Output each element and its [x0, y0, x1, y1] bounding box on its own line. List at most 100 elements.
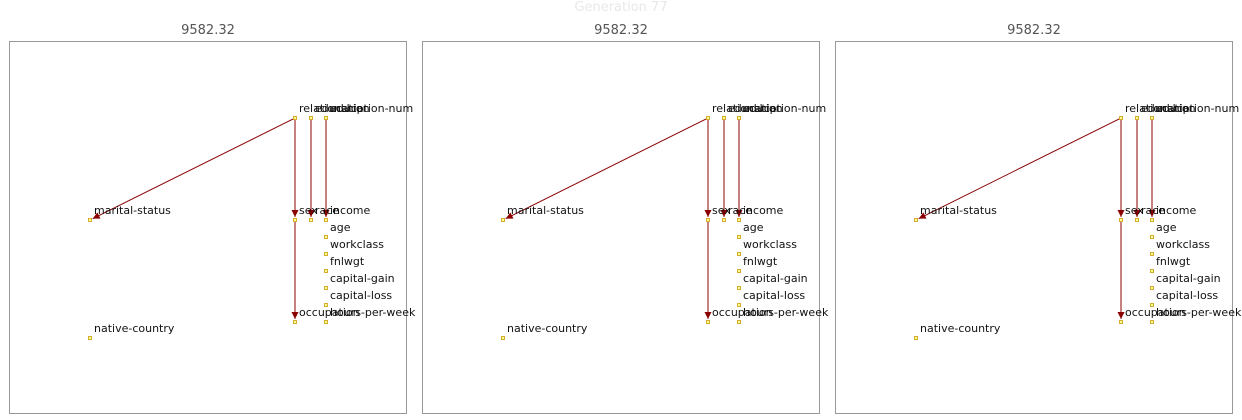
node-age	[1150, 235, 1154, 239]
node-income	[737, 218, 741, 222]
node-label-workclass: workclass	[743, 238, 797, 251]
node-capital-loss	[737, 303, 741, 307]
node-occupation	[293, 320, 297, 324]
node-marital-status	[914, 218, 918, 222]
panel-3-score: 9582.32	[1007, 23, 1061, 38]
node-education	[1135, 116, 1139, 120]
node-education	[722, 116, 726, 120]
node-label-relationship: relationship	[712, 102, 777, 115]
node-label-workclass: workclass	[1156, 238, 1210, 251]
node-hours-per-week	[324, 320, 328, 324]
node-hours-per-week	[737, 320, 741, 324]
node-label-relationship: relationship	[1125, 102, 1190, 115]
node-label-workclass: workclass	[330, 238, 384, 251]
node-capital-gain	[1150, 286, 1154, 290]
figure-title: Generation 77	[574, 0, 668, 15]
node-label-capital-gain: capital-gain	[743, 272, 808, 285]
node-label-relationship: relationship	[299, 102, 364, 115]
node-label-capital-gain: capital-gain	[1156, 272, 1221, 285]
node-label-hours-per-week: hours-per-week	[743, 306, 829, 319]
graph-panel-2: relationship education education-num marita…	[422, 41, 829, 414]
node-education	[309, 116, 313, 120]
node-label-race: race	[315, 204, 339, 217]
node-education-num	[737, 116, 741, 120]
node-income	[1150, 218, 1154, 222]
node-label-native-country: native-country	[94, 322, 175, 335]
node-label-fnlwgt: fnlwgt	[743, 255, 778, 268]
node-label-sex: sex	[712, 204, 731, 217]
node-workclass	[324, 252, 328, 256]
node-race	[1135, 218, 1139, 222]
node-label-race: race	[1141, 204, 1165, 217]
node-education-num	[324, 116, 328, 120]
node-label-hours-per-week: hours-per-week	[330, 306, 416, 319]
graph-panel-3: relationship education education-num marita…	[835, 41, 1242, 414]
node-label-native-country: native-country	[507, 322, 588, 335]
node-label-education: education	[315, 102, 370, 115]
node-sex	[1119, 218, 1123, 222]
node-label-income: income	[743, 204, 784, 217]
node-fnlwgt	[737, 269, 741, 273]
node-label-occupation: occupation	[299, 306, 360, 319]
edge-relationship-to-marital-status	[92, 118, 294, 220]
node-capital-gain	[324, 286, 328, 290]
node-income	[324, 218, 328, 222]
node-label-income: income	[1156, 204, 1197, 217]
node-native-country	[501, 336, 505, 340]
node-native-country	[88, 336, 92, 340]
node-relationship	[1119, 116, 1123, 120]
node-marital-status	[501, 218, 505, 222]
node-label-education-num: education-num	[330, 102, 413, 115]
node-label-race: race	[728, 204, 752, 217]
node-race	[309, 218, 313, 222]
node-label-education: education	[728, 102, 783, 115]
node-native-country	[914, 336, 918, 340]
node-label-age: age	[743, 221, 764, 234]
node-label-education-num: education-num	[743, 102, 826, 115]
node-fnlwgt	[324, 269, 328, 273]
edge-relationship-to-marital-status	[918, 118, 1120, 220]
node-occupation	[706, 320, 710, 324]
node-label-marital-status: marital-status	[920, 204, 997, 217]
node-label-native-country: native-country	[920, 322, 1001, 335]
node-label-capital-loss: capital-loss	[1156, 289, 1218, 302]
node-hours-per-week	[1150, 320, 1154, 324]
node-label-marital-status: marital-status	[507, 204, 584, 217]
graph-panel-1: relationship education education-num marita…	[9, 41, 416, 414]
node-age	[324, 235, 328, 239]
node-workclass	[1150, 252, 1154, 256]
node-fnlwgt	[1150, 269, 1154, 273]
node-sex	[293, 218, 297, 222]
node-label-education: education	[1141, 102, 1196, 115]
node-sex	[706, 218, 710, 222]
edge-relationship-to-marital-status	[505, 118, 707, 220]
node-label-marital-status: marital-status	[94, 204, 171, 217]
node-label-occupation: occupation	[1125, 306, 1186, 319]
node-label-education-num: education-num	[1156, 102, 1239, 115]
node-label-fnlwgt: fnlwgt	[330, 255, 365, 268]
node-label-occupation: occupation	[712, 306, 773, 319]
node-label-fnlwgt: fnlwgt	[1156, 255, 1191, 268]
node-occupation	[1119, 320, 1123, 324]
node-relationship	[706, 116, 710, 120]
node-age	[737, 235, 741, 239]
node-capital-loss	[324, 303, 328, 307]
node-label-sex: sex	[1125, 204, 1144, 217]
node-label-capital-gain: capital-gain	[330, 272, 395, 285]
node-label-hours-per-week: hours-per-week	[1156, 306, 1242, 319]
node-education-num	[1150, 116, 1154, 120]
node-capital-loss	[1150, 303, 1154, 307]
node-label-sex: sex	[299, 204, 318, 217]
node-label-age: age	[1156, 221, 1177, 234]
node-workclass	[737, 252, 741, 256]
node-capital-gain	[737, 286, 741, 290]
node-label-capital-loss: capital-loss	[330, 289, 392, 302]
panel-1-score: 9582.32	[181, 23, 235, 38]
node-marital-status	[88, 218, 92, 222]
panel-2-score: 9582.32	[594, 23, 648, 38]
node-relationship	[293, 116, 297, 120]
node-label-income: income	[330, 204, 371, 217]
